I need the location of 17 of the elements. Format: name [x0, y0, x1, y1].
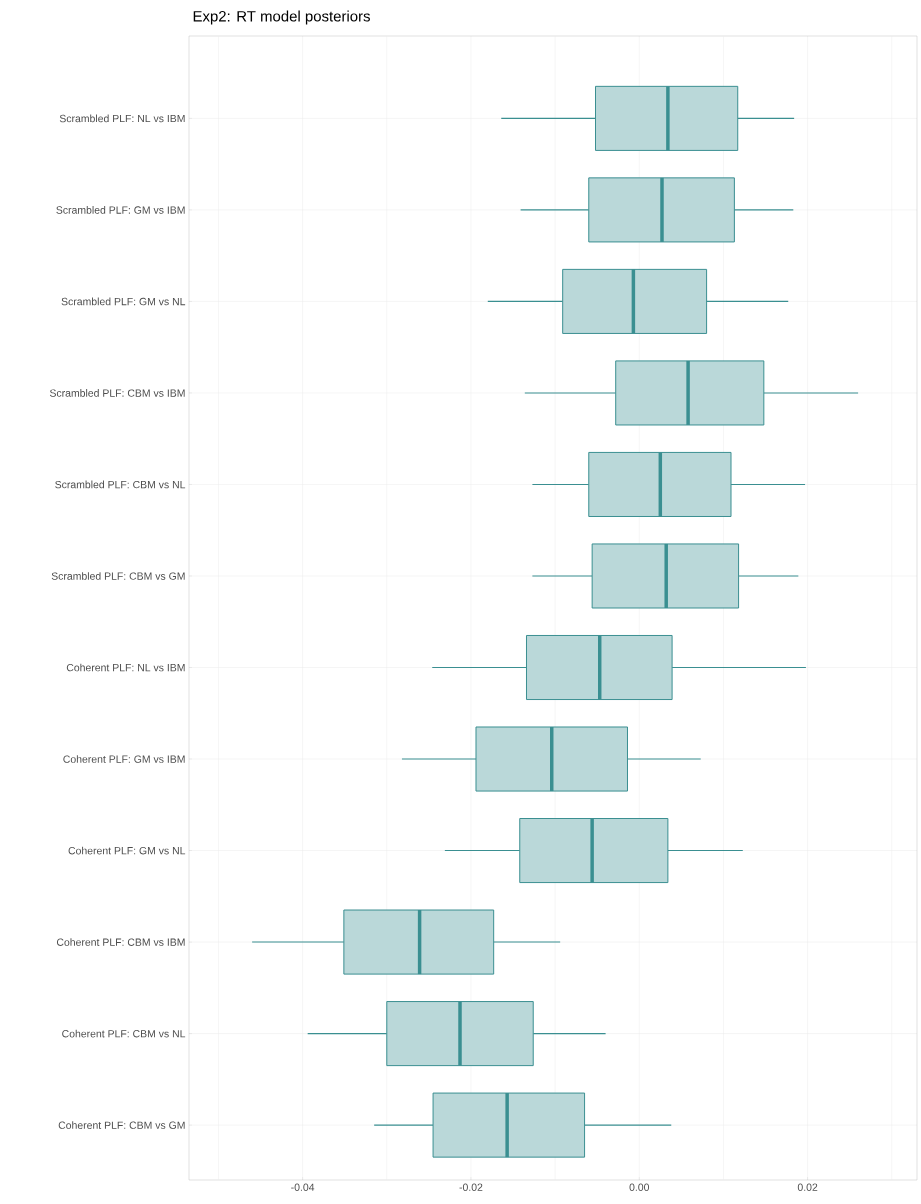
- y-tick-label: Scrambled PLF: CBM vs GM: [51, 572, 185, 580]
- x-tick-label: -0.02: [459, 1183, 483, 1191]
- chart-title: Exp2: RT model posteriors: [193, 10, 370, 25]
- y-tick-label: Coherent PLF: CBM vs GM: [58, 1121, 185, 1129]
- y-tick-label: Coherent PLF: GM vs IBM: [63, 755, 185, 763]
- y-tick-label: Scrambled PLF: CBM vs IBM: [49, 389, 185, 397]
- y-tick-label: Scrambled PLF: NL vs IBM: [59, 114, 185, 123]
- y-tick-label: Scrambled PLF: CBM vs NL: [55, 480, 186, 489]
- y-tick-label: Scrambled PLF: GM vs IBM: [56, 206, 185, 214]
- y-tick-label: Coherent PLF: GM vs NL: [68, 846, 186, 855]
- y-tick-label: Coherent PLF: NL vs IBM: [66, 663, 185, 672]
- y-tick-label: Scrambled PLF: GM vs NL: [61, 297, 186, 306]
- x-tick-label: 0.02: [797, 1183, 818, 1191]
- y-tick-label: Coherent PLF: CBM vs NL: [62, 1029, 186, 1038]
- y-tick-label: Coherent PLF: CBM vs IBM: [56, 938, 185, 946]
- x-tick-label: 0.00: [629, 1183, 650, 1191]
- x-tick-label: -0.04: [291, 1183, 315, 1191]
